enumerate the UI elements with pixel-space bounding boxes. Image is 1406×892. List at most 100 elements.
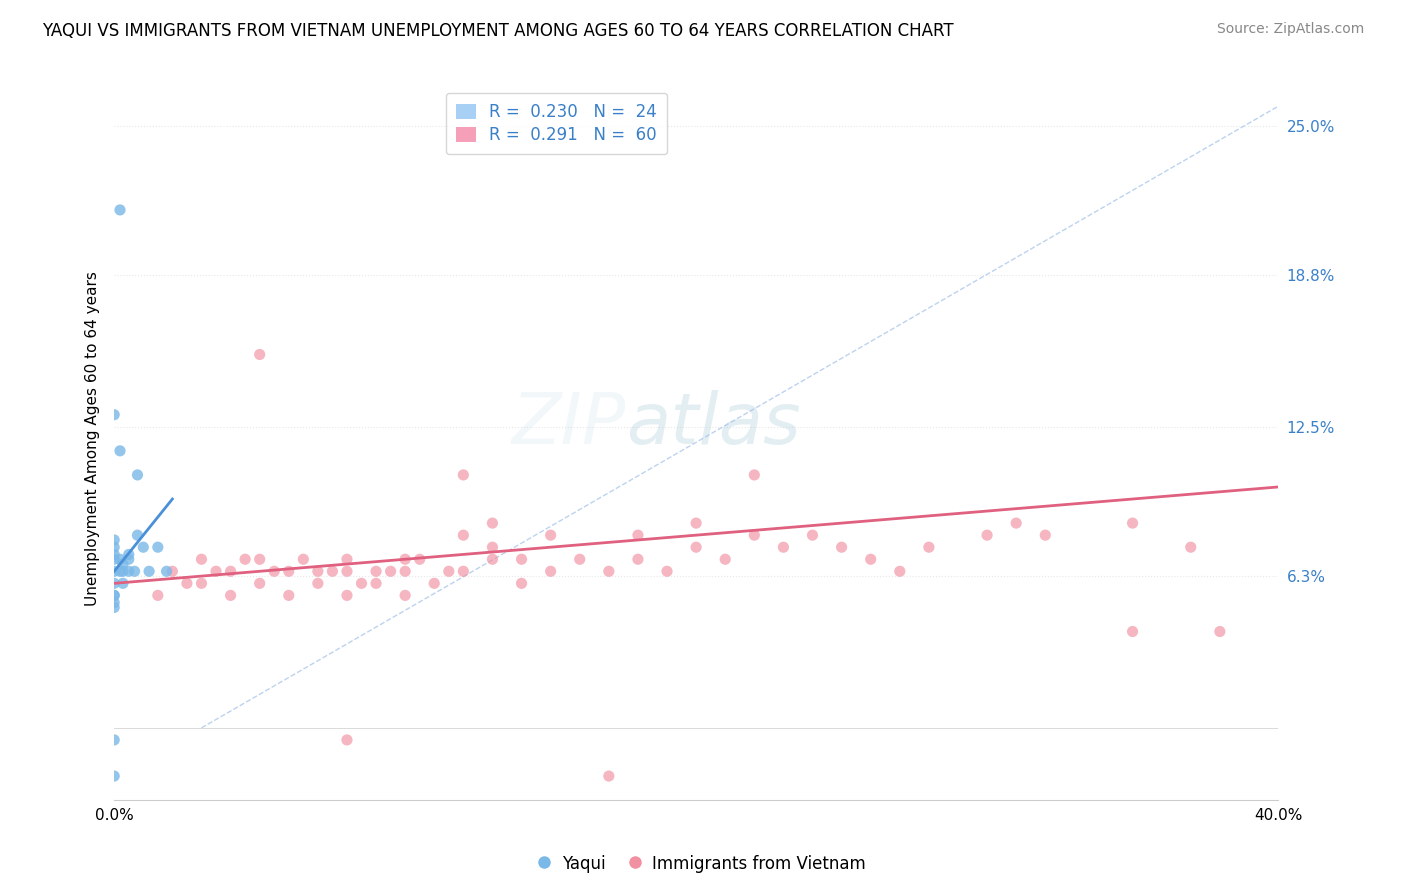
Point bbox=[176, 576, 198, 591]
Point bbox=[108, 443, 131, 458]
Point bbox=[155, 564, 177, 578]
Point bbox=[103, 596, 125, 610]
Point bbox=[233, 552, 256, 566]
Point bbox=[364, 576, 387, 591]
Point bbox=[510, 576, 533, 591]
Point bbox=[889, 564, 911, 578]
Point bbox=[336, 588, 359, 602]
Point bbox=[453, 564, 475, 578]
Point bbox=[394, 564, 416, 578]
Point bbox=[627, 552, 650, 566]
Point bbox=[685, 540, 707, 554]
Text: atlas: atlas bbox=[626, 390, 801, 458]
Point bbox=[277, 564, 299, 578]
Point bbox=[481, 516, 503, 530]
Point bbox=[394, 588, 416, 602]
Point bbox=[111, 564, 134, 578]
Point bbox=[118, 552, 141, 566]
Point bbox=[146, 540, 169, 554]
Point bbox=[437, 564, 460, 578]
Point bbox=[127, 528, 149, 542]
Text: YAQUI VS IMMIGRANTS FROM VIETNAM UNEMPLOYMENT AMONG AGES 60 TO 64 YEARS CORRELAT: YAQUI VS IMMIGRANTS FROM VIETNAM UNEMPLO… bbox=[42, 22, 953, 40]
Point bbox=[249, 347, 271, 361]
Point bbox=[336, 733, 359, 747]
Point bbox=[138, 564, 160, 578]
Point bbox=[772, 540, 794, 554]
Point bbox=[627, 528, 650, 542]
Point bbox=[481, 540, 503, 554]
Point bbox=[336, 552, 359, 566]
Point bbox=[103, 548, 125, 562]
Point bbox=[714, 552, 737, 566]
Point bbox=[108, 564, 131, 578]
Point bbox=[598, 564, 620, 578]
Point bbox=[118, 564, 141, 578]
Point bbox=[249, 576, 271, 591]
Point bbox=[263, 564, 285, 578]
Point bbox=[540, 564, 562, 578]
Point bbox=[1122, 516, 1144, 530]
Point bbox=[423, 576, 446, 591]
Point bbox=[321, 564, 343, 578]
Legend: Yaqui, Immigrants from Vietnam: Yaqui, Immigrants from Vietnam bbox=[533, 848, 873, 880]
Point bbox=[918, 540, 941, 554]
Point bbox=[336, 564, 359, 578]
Point bbox=[394, 552, 416, 566]
Point bbox=[453, 528, 475, 542]
Point bbox=[103, 408, 125, 422]
Point bbox=[111, 576, 134, 591]
Point bbox=[132, 540, 155, 554]
Point bbox=[103, 733, 125, 747]
Point bbox=[146, 588, 169, 602]
Point bbox=[742, 528, 765, 542]
Y-axis label: Unemployment Among Ages 60 to 64 years: Unemployment Among Ages 60 to 64 years bbox=[86, 271, 100, 607]
Point bbox=[831, 540, 853, 554]
Point bbox=[350, 576, 373, 591]
Point bbox=[108, 552, 131, 566]
Point bbox=[568, 552, 591, 566]
Point bbox=[976, 528, 998, 542]
Point bbox=[598, 769, 620, 783]
Point bbox=[127, 467, 149, 482]
Point bbox=[103, 576, 125, 591]
Point bbox=[1033, 528, 1056, 542]
Point bbox=[103, 552, 125, 566]
Point bbox=[510, 552, 533, 566]
Point bbox=[380, 564, 402, 578]
Legend: R =  0.230   N =  24, R =  0.291   N =  60: R = 0.230 N = 24, R = 0.291 N = 60 bbox=[446, 93, 666, 154]
Point bbox=[453, 467, 475, 482]
Point bbox=[103, 600, 125, 615]
Point bbox=[124, 564, 146, 578]
Point bbox=[685, 516, 707, 530]
Point bbox=[540, 528, 562, 542]
Point bbox=[307, 576, 329, 591]
Point bbox=[1005, 516, 1028, 530]
Point bbox=[481, 552, 503, 566]
Point bbox=[103, 769, 125, 783]
Point bbox=[1209, 624, 1232, 639]
Point bbox=[219, 564, 242, 578]
Point bbox=[292, 552, 315, 566]
Text: ZIP: ZIP bbox=[512, 390, 626, 458]
Point bbox=[103, 564, 125, 578]
Point bbox=[409, 552, 432, 566]
Point bbox=[162, 564, 184, 578]
Point bbox=[103, 540, 125, 554]
Point bbox=[801, 528, 824, 542]
Point bbox=[103, 588, 125, 602]
Point bbox=[1180, 540, 1202, 554]
Point bbox=[103, 533, 125, 547]
Point bbox=[190, 576, 212, 591]
Point bbox=[277, 588, 299, 602]
Point bbox=[219, 588, 242, 602]
Point bbox=[655, 564, 678, 578]
Text: Source: ZipAtlas.com: Source: ZipAtlas.com bbox=[1216, 22, 1364, 37]
Point bbox=[118, 548, 141, 562]
Point bbox=[190, 552, 212, 566]
Point bbox=[1122, 624, 1144, 639]
Point bbox=[111, 557, 134, 571]
Point bbox=[103, 588, 125, 602]
Point bbox=[859, 552, 882, 566]
Point bbox=[364, 564, 387, 578]
Point bbox=[108, 202, 131, 217]
